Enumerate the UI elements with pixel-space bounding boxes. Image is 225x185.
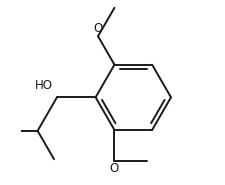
Text: O: O [109, 162, 119, 175]
Text: O: O [93, 22, 102, 35]
Text: HO: HO [35, 79, 53, 92]
